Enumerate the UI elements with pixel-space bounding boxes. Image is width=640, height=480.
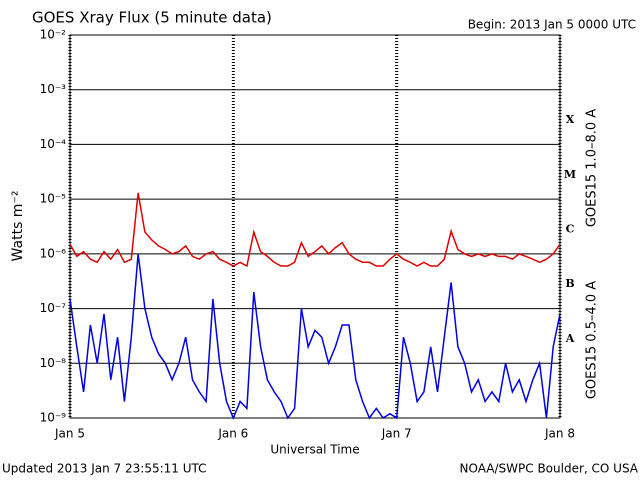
y-tick-label: 10⁻⁹ (40, 411, 67, 425)
y-tick-label: 10⁻⁴ (40, 137, 67, 151)
plot-frame (69, 34, 561, 419)
chart-title: GOES Xray Flux (5 minute data) (32, 9, 272, 27)
legend-label: GOES15 0.5–4.0 A (585, 281, 600, 399)
y-tick-label: 10⁻² (40, 28, 67, 42)
y-tick-label: 10⁻⁷ (40, 301, 67, 315)
x-tick-label: Jan 7 (381, 427, 412, 441)
flare-class-label: X (566, 113, 575, 126)
series-line (69, 253, 561, 420)
flare-class-label: M (564, 168, 576, 181)
x-tick-label: Jan 6 (217, 427, 248, 441)
legend-label: GOES15 1.0–8.0 A (585, 109, 600, 227)
y-axis-title: Watts m⁻² (10, 191, 26, 262)
y-tick-label: 10⁻⁶ (40, 246, 67, 260)
footer-left: Updated 2013 Jan 7 23:55:11 UTC (2, 462, 207, 476)
flare-class-label: B (565, 277, 574, 290)
chart-subtitle: Begin: 2013 Jan 5 0000 UTC (468, 18, 636, 32)
x-tick-label: Jan 5 (54, 427, 85, 441)
flare-class-label: C (566, 223, 575, 236)
series-line (69, 192, 561, 268)
x-tick-label: Jan 8 (544, 427, 575, 441)
footer-right: NOAA/SWPC Boulder, CO USA (460, 462, 639, 476)
flare-class-label: A (565, 332, 575, 345)
y-tick-label: 10⁻⁵ (40, 192, 67, 206)
y-tick-label: 10⁻³ (40, 82, 67, 96)
x-axis-title: Universal Time (270, 443, 359, 457)
y-tick-label: 10⁻⁸ (40, 356, 67, 370)
